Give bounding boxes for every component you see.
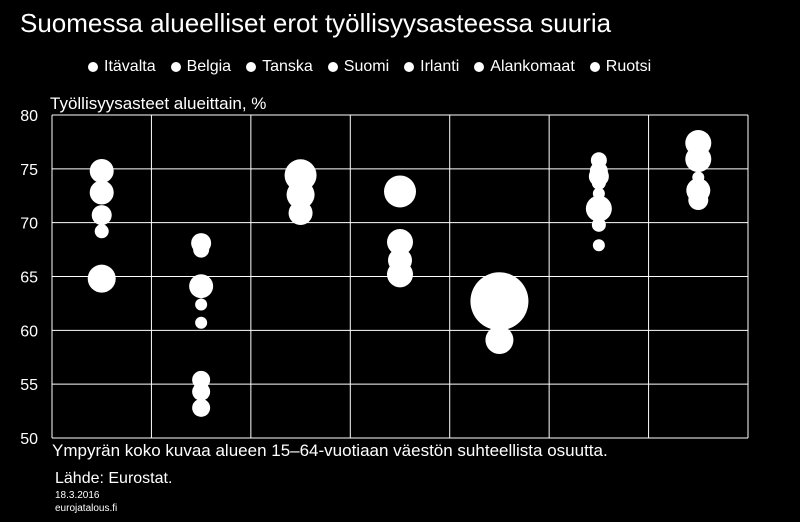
legend-label: Ruotsi bbox=[605, 58, 652, 75]
bubble-point bbox=[286, 180, 315, 209]
legend-label: Irlanti bbox=[420, 58, 460, 75]
legend-marker bbox=[170, 62, 181, 72]
bubble-point bbox=[591, 175, 606, 190]
bubble-point bbox=[94, 224, 109, 239]
legend-item-suomi: Suomi bbox=[327, 58, 390, 76]
legend-marker bbox=[327, 62, 338, 72]
bubble-point bbox=[91, 205, 112, 226]
bubble-point bbox=[87, 264, 116, 293]
bubble-point bbox=[387, 229, 413, 256]
y-tick-label: 60 bbox=[20, 323, 38, 340]
legend: Itävalta Belgia Tanska Suomi Irlanti Ala… bbox=[88, 58, 651, 76]
legend-marker bbox=[589, 62, 600, 72]
bubble-point bbox=[89, 180, 114, 205]
chart-title: Suomessa alueelliset erot työllisyysaste… bbox=[20, 8, 612, 38]
legend-item-tanska: Tanska bbox=[246, 58, 313, 76]
y-axis-label: Työllisyysasteet alueittain, % bbox=[50, 94, 267, 113]
bubble-point bbox=[192, 382, 211, 401]
y-tick-label: 70 bbox=[20, 216, 38, 233]
bubble-point bbox=[470, 272, 529, 331]
y-tick-label: 80 bbox=[20, 108, 38, 125]
y-tick-label: 75 bbox=[20, 162, 38, 179]
bubble-point bbox=[685, 146, 712, 173]
bubble-point bbox=[189, 274, 214, 299]
legend-marker bbox=[474, 62, 485, 72]
legend-item-alankomaat: Alankomaat bbox=[474, 58, 575, 76]
bubble-point bbox=[585, 195, 612, 222]
bubble-point bbox=[89, 158, 114, 183]
legend-item-ruotsi: Ruotsi bbox=[589, 58, 652, 76]
bubble-point bbox=[195, 316, 208, 329]
source-text: Lähde: Eurostat. bbox=[55, 470, 173, 487]
footnote: Ympyrän koko kuvaa alueen 15–64-vuotiaan… bbox=[52, 441, 608, 460]
bubble-point bbox=[592, 239, 605, 252]
legend-marker bbox=[246, 62, 257, 72]
bubble-point bbox=[195, 298, 208, 311]
date-text: 18.3.2016 bbox=[55, 490, 100, 501]
legend-item-belgia: Belgia bbox=[170, 58, 232, 76]
bubble-point bbox=[192, 398, 211, 417]
bubble-point bbox=[288, 200, 313, 225]
bubble-point bbox=[591, 217, 606, 232]
site-text: eurojatalous.fi bbox=[55, 503, 118, 514]
legend-label: Belgia bbox=[186, 58, 232, 75]
legend-label: Suomi bbox=[343, 58, 390, 75]
bubble-point bbox=[193, 241, 210, 258]
y-tick-label: 50 bbox=[20, 431, 38, 448]
legend-marker bbox=[404, 62, 415, 72]
legend-label: Itävalta bbox=[104, 58, 156, 75]
legend-label: Alankomaat bbox=[490, 58, 575, 75]
bubble-point bbox=[384, 175, 416, 208]
bubble-point bbox=[387, 261, 413, 288]
legend-label: Tanska bbox=[262, 58, 313, 75]
bubble-point bbox=[485, 326, 514, 355]
bubble-point bbox=[688, 190, 709, 211]
y-tick-label: 65 bbox=[20, 270, 38, 287]
legend-item-irlanti: Irlanti bbox=[404, 58, 459, 76]
y-tick-label: 55 bbox=[20, 377, 38, 394]
legend-item-itavalta: Itävalta bbox=[88, 58, 156, 76]
legend-marker bbox=[88, 62, 98, 72]
